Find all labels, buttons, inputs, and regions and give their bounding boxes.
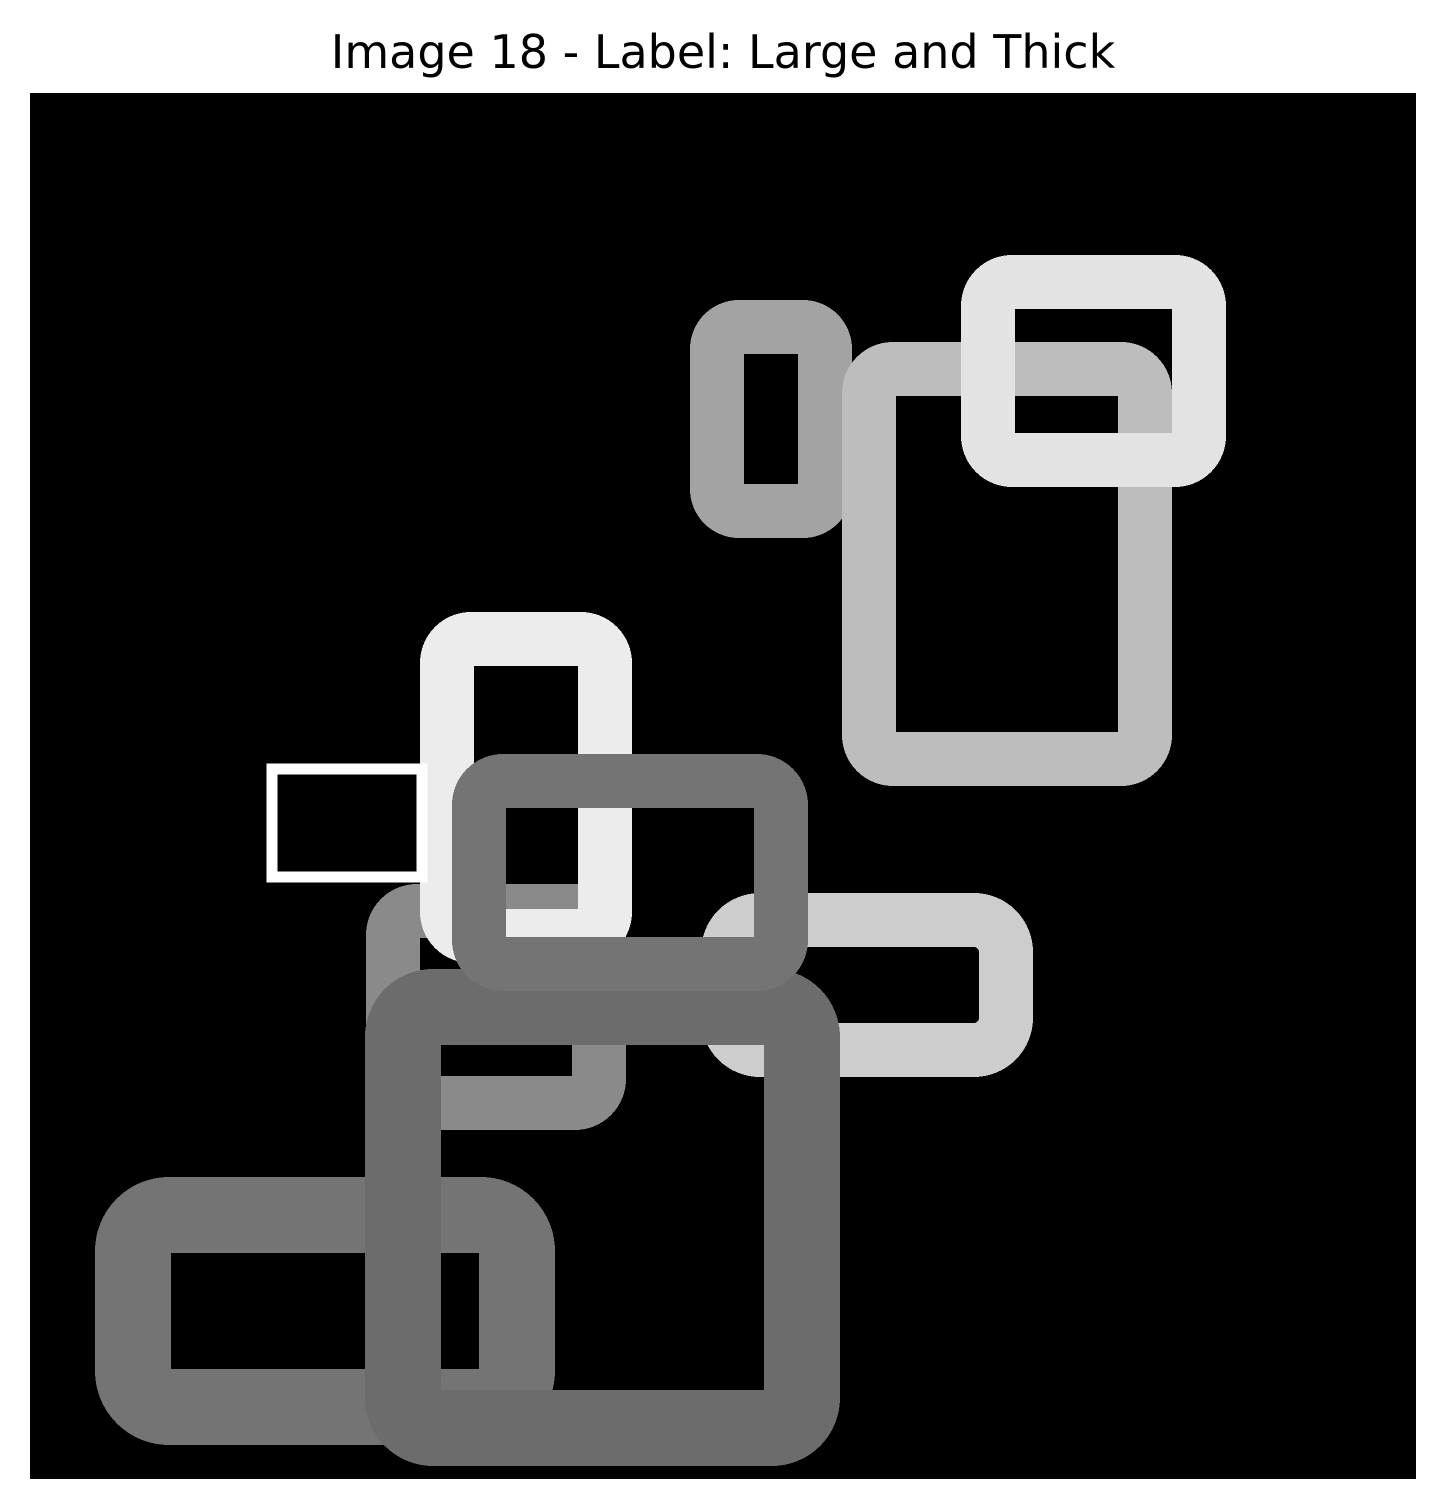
ring-dark-center: [452, 754, 808, 991]
ring-light-top-right: [961, 255, 1226, 487]
ring-darker-large: [365, 969, 840, 1466]
image-canvas: [30, 93, 1416, 1479]
white-rectangle-outline: [266, 763, 428, 883]
ring-mid-gray-small: [690, 300, 852, 538]
ring-dark-bottom-left: [95, 1177, 555, 1445]
image-title: Image 18 - Label: Large and Thick: [330, 25, 1116, 79]
shapes-image: [30, 93, 1416, 1479]
